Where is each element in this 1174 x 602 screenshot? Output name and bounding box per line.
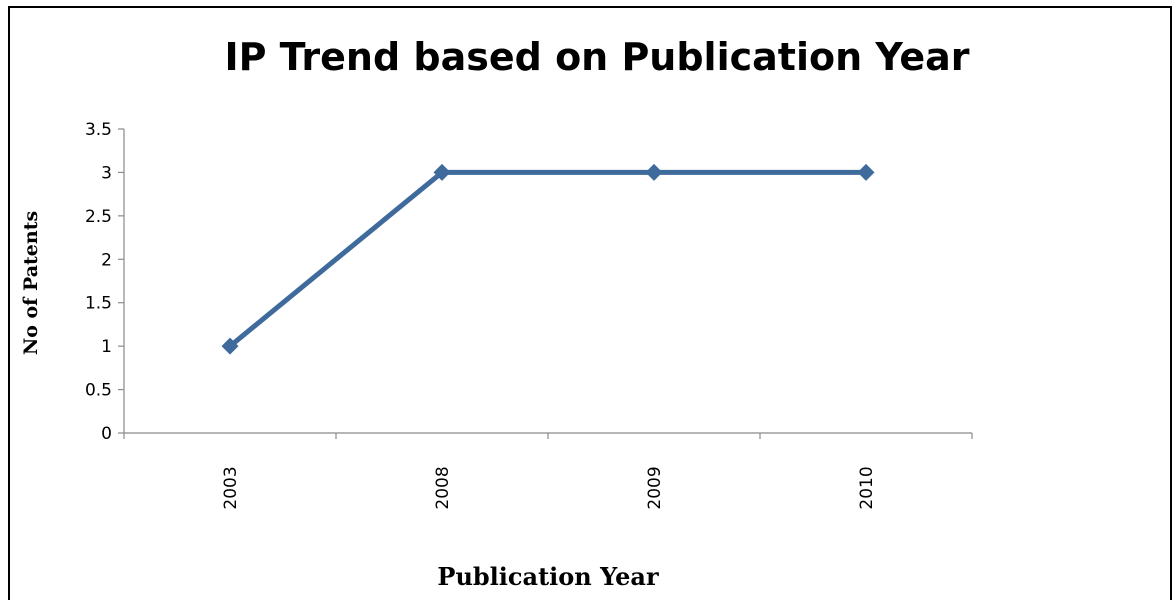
chart-frame — [8, 6, 1172, 600]
y-axis-title: No of Patents — [20, 211, 42, 355]
data-point — [645, 163, 663, 181]
plot-area — [221, 163, 875, 355]
y-tick-label: 0.5 — [85, 381, 112, 401]
data-point — [433, 163, 451, 181]
data-point — [221, 337, 239, 355]
x-axis-title: Publication Year — [437, 562, 659, 591]
y-tick-label: 0 — [101, 424, 112, 444]
x-tick-label: 2003 — [221, 466, 241, 509]
x-tick-label: 2008 — [433, 466, 453, 509]
x-tick-label: 2009 — [645, 466, 665, 509]
series-line — [227, 169, 869, 349]
x-tick-label: 2010 — [857, 466, 877, 509]
y-tick-label: 2 — [101, 250, 112, 270]
y-tick-label: 3 — [101, 163, 112, 183]
y-tick-label: 1 — [101, 337, 112, 357]
axes: 0 0.5 1 1.5 2 2.5 3 3.5 2003 2008 2009 2010 — [85, 120, 973, 510]
y-tick-label: 3.5 — [85, 120, 112, 140]
data-point — [857, 163, 875, 181]
y-tick-label: 1.5 — [85, 294, 112, 314]
y-tick-label: 2.5 — [85, 207, 112, 227]
chart-title: IP Trend based on Publication Year — [224, 35, 969, 79]
